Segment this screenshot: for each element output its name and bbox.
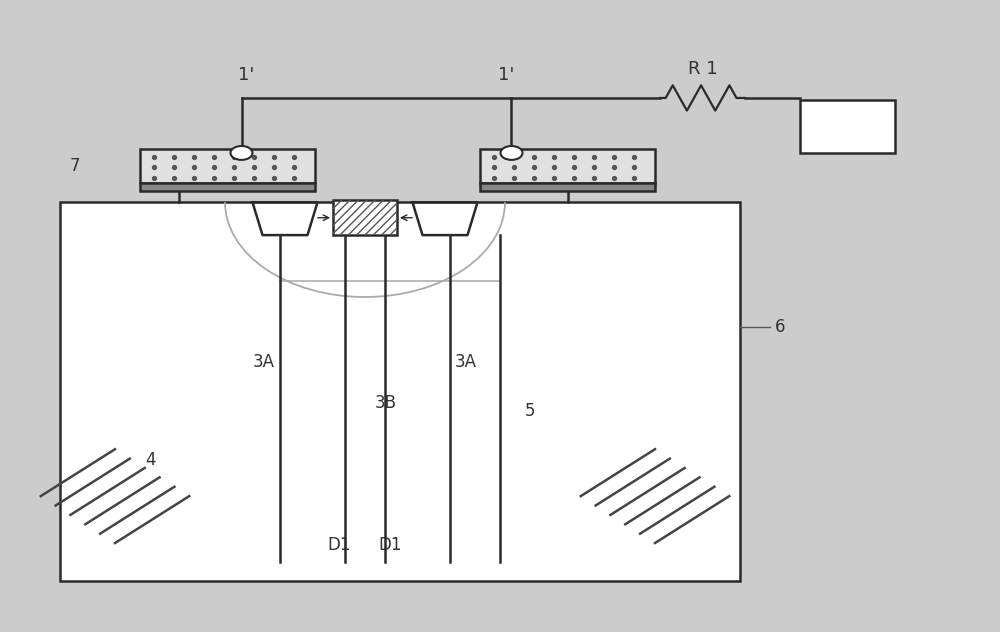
Text: D1: D1 [379, 536, 402, 554]
Text: 1': 1' [238, 66, 255, 84]
Text: 3B: 3B [375, 394, 397, 412]
Text: 1: 1 [841, 117, 854, 136]
Bar [140, 183, 315, 191]
Text: R 1: R 1 [688, 60, 717, 78]
Circle shape [230, 146, 252, 160]
Bar [60, 202, 740, 581]
Text: 3A: 3A [253, 353, 275, 370]
Bar [800, 99, 895, 153]
Bar [480, 149, 655, 183]
Bar [333, 200, 397, 235]
Bar [140, 149, 315, 183]
Bar [480, 183, 655, 191]
Text: D1: D1 [328, 536, 351, 554]
Text: 1': 1' [498, 66, 515, 84]
Bar [480, 183, 655, 191]
Bar [333, 200, 397, 235]
Text: 3A: 3A [455, 353, 477, 370]
Text: 7: 7 [70, 157, 80, 175]
Circle shape [500, 146, 522, 160]
Bar [140, 183, 315, 191]
Text: 6: 6 [775, 319, 786, 336]
Text: 4: 4 [145, 451, 155, 469]
Text: 5: 5 [525, 402, 536, 420]
